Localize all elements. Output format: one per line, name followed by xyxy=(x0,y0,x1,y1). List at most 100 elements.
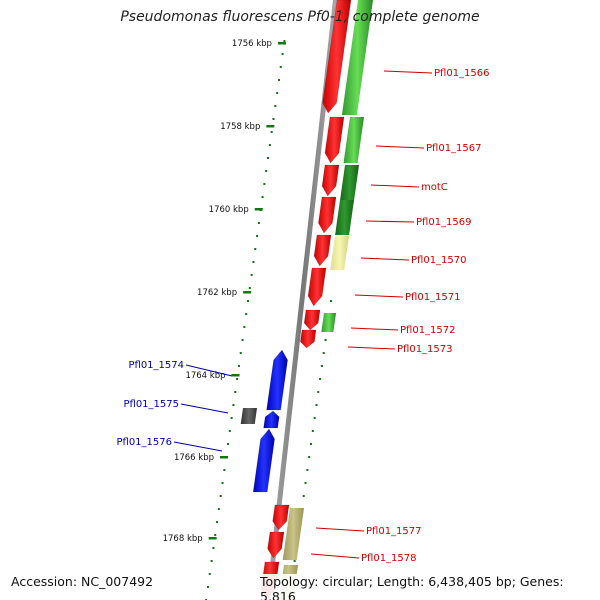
gene-label[interactable]: Pfl01_1566 xyxy=(434,68,490,79)
ruler-dot xyxy=(309,443,312,445)
label-leader xyxy=(350,327,399,331)
label-leader xyxy=(370,184,420,188)
forward-gene-arrow[interactable] xyxy=(267,531,285,559)
gene-label[interactable]: Pfl01_1573 xyxy=(397,344,453,355)
ruler-dot xyxy=(263,183,266,185)
label-leader xyxy=(383,70,433,74)
gene-label[interactable]: Pfl01_1574 xyxy=(128,360,184,371)
map-title: Pseudomonas fluorescens Pf0-1, complete … xyxy=(120,9,480,25)
label-leader xyxy=(173,441,223,452)
ruler-dot xyxy=(219,495,222,497)
ruler-dot xyxy=(304,482,307,484)
ruler-dot xyxy=(311,430,314,432)
ruler-dot xyxy=(210,560,213,562)
gene-label[interactable]: Pfl01_1578 xyxy=(361,553,417,564)
ruler-label: 1756 kbp xyxy=(232,39,272,49)
forward-gene-arrow[interactable] xyxy=(300,329,317,349)
ruler-tick xyxy=(231,374,240,377)
label-leader xyxy=(180,403,229,414)
ruler-dot xyxy=(221,482,224,484)
ruler-dot xyxy=(245,313,248,315)
gene-label[interactable]: Pfl01_1572 xyxy=(400,325,456,336)
gene-label[interactable]: Pfl01_1567 xyxy=(426,143,482,154)
ruler-dot xyxy=(216,521,219,523)
ruler-dot xyxy=(281,53,284,55)
ruler-tick xyxy=(277,42,286,45)
gene-label[interactable]: Pfl01_1577 xyxy=(366,526,422,537)
ruler-dot xyxy=(324,339,327,341)
ruler-dot xyxy=(256,235,259,237)
label-leader xyxy=(315,527,365,532)
sequence-backbone xyxy=(266,0,338,600)
cog-block xyxy=(343,117,364,163)
forward-gene-arrow[interactable] xyxy=(303,309,321,331)
forward-gene-arrow[interactable] xyxy=(318,196,337,234)
cog-block xyxy=(282,508,304,560)
ruler-dot xyxy=(257,222,260,224)
forward-gene-arrow[interactable] xyxy=(313,234,332,267)
ruler-dot xyxy=(279,66,282,68)
ruler-dot xyxy=(228,430,231,432)
gene-label[interactable]: Pfl01_1575 xyxy=(123,399,179,410)
label-leader xyxy=(354,294,404,298)
ruler-label: 1764 kbp xyxy=(185,371,225,381)
ruler-dot xyxy=(274,105,277,107)
label-leader xyxy=(347,346,396,350)
reverse-gene-arrow[interactable] xyxy=(252,428,275,493)
ruler-dot xyxy=(276,92,279,94)
ruler-dot xyxy=(230,417,233,419)
ruler-dot xyxy=(206,586,209,588)
label-leader xyxy=(360,257,410,261)
reverse-gene-arrow[interactable] xyxy=(266,349,288,411)
ruler-dot xyxy=(265,170,268,172)
reverse-gene-arrow[interactable] xyxy=(263,410,280,429)
gene-label[interactable]: Pfl01_1571 xyxy=(405,292,461,303)
cog-block xyxy=(321,313,336,332)
forward-gene-arrow[interactable] xyxy=(272,504,290,531)
ruler-dot xyxy=(308,456,311,458)
label-leader xyxy=(375,145,425,149)
gene-label[interactable]: Pfl01_1576 xyxy=(116,437,172,448)
ruler-dot xyxy=(254,248,257,250)
ruler-dot xyxy=(232,404,235,406)
ruler-dot xyxy=(212,547,215,549)
ruler: 1756 kbp 1758 kbp 1760 kbp 1762 kbp 1764 kbp… xyxy=(163,39,286,544)
ruler-dot xyxy=(214,534,217,536)
ruler-dot xyxy=(250,274,253,276)
ruler-dot xyxy=(293,560,296,562)
ruler-dot xyxy=(252,261,255,263)
forward-gene-arrow[interactable] xyxy=(321,164,340,197)
ruler-dot xyxy=(241,339,244,341)
ruler-label: 1766 kbp xyxy=(174,453,214,463)
cog-block xyxy=(330,236,349,270)
ruler-dot xyxy=(330,300,332,302)
ruler-dot xyxy=(243,326,246,328)
gene-label[interactable]: Pfl01_1569 xyxy=(416,217,472,228)
cog-block xyxy=(341,0,373,115)
cog-block xyxy=(240,408,257,424)
ruler-dot xyxy=(234,391,237,393)
forward-gene-arrow[interactable] xyxy=(307,267,327,307)
gene-labels: Pfl01_1566 Pfl01_1567 motC Pfl01_1569 Pfl01_… xyxy=(116,68,489,564)
ruler-dot xyxy=(277,79,280,81)
ruler-label: 1760 kbp xyxy=(209,205,249,215)
forward-gene-arrow[interactable] xyxy=(322,0,352,114)
ruler-dot xyxy=(315,404,318,406)
gene-label[interactable]: Pfl01_1570 xyxy=(411,255,467,266)
ruler-dot xyxy=(270,131,273,133)
ruler-dot xyxy=(208,573,211,575)
gene-label[interactable]: motC xyxy=(421,182,448,193)
ruler-dot xyxy=(272,118,275,120)
gene-track xyxy=(252,0,352,600)
ruler-dot xyxy=(319,378,322,380)
ruler-dot xyxy=(283,40,286,42)
forward-gene-arrow[interactable] xyxy=(324,116,345,164)
label-leader xyxy=(185,364,233,377)
ruler-dot xyxy=(217,508,220,510)
cog-block xyxy=(340,165,359,200)
cog-track xyxy=(240,0,373,600)
ruler-dot xyxy=(248,287,251,289)
ruler-dot xyxy=(302,495,305,497)
